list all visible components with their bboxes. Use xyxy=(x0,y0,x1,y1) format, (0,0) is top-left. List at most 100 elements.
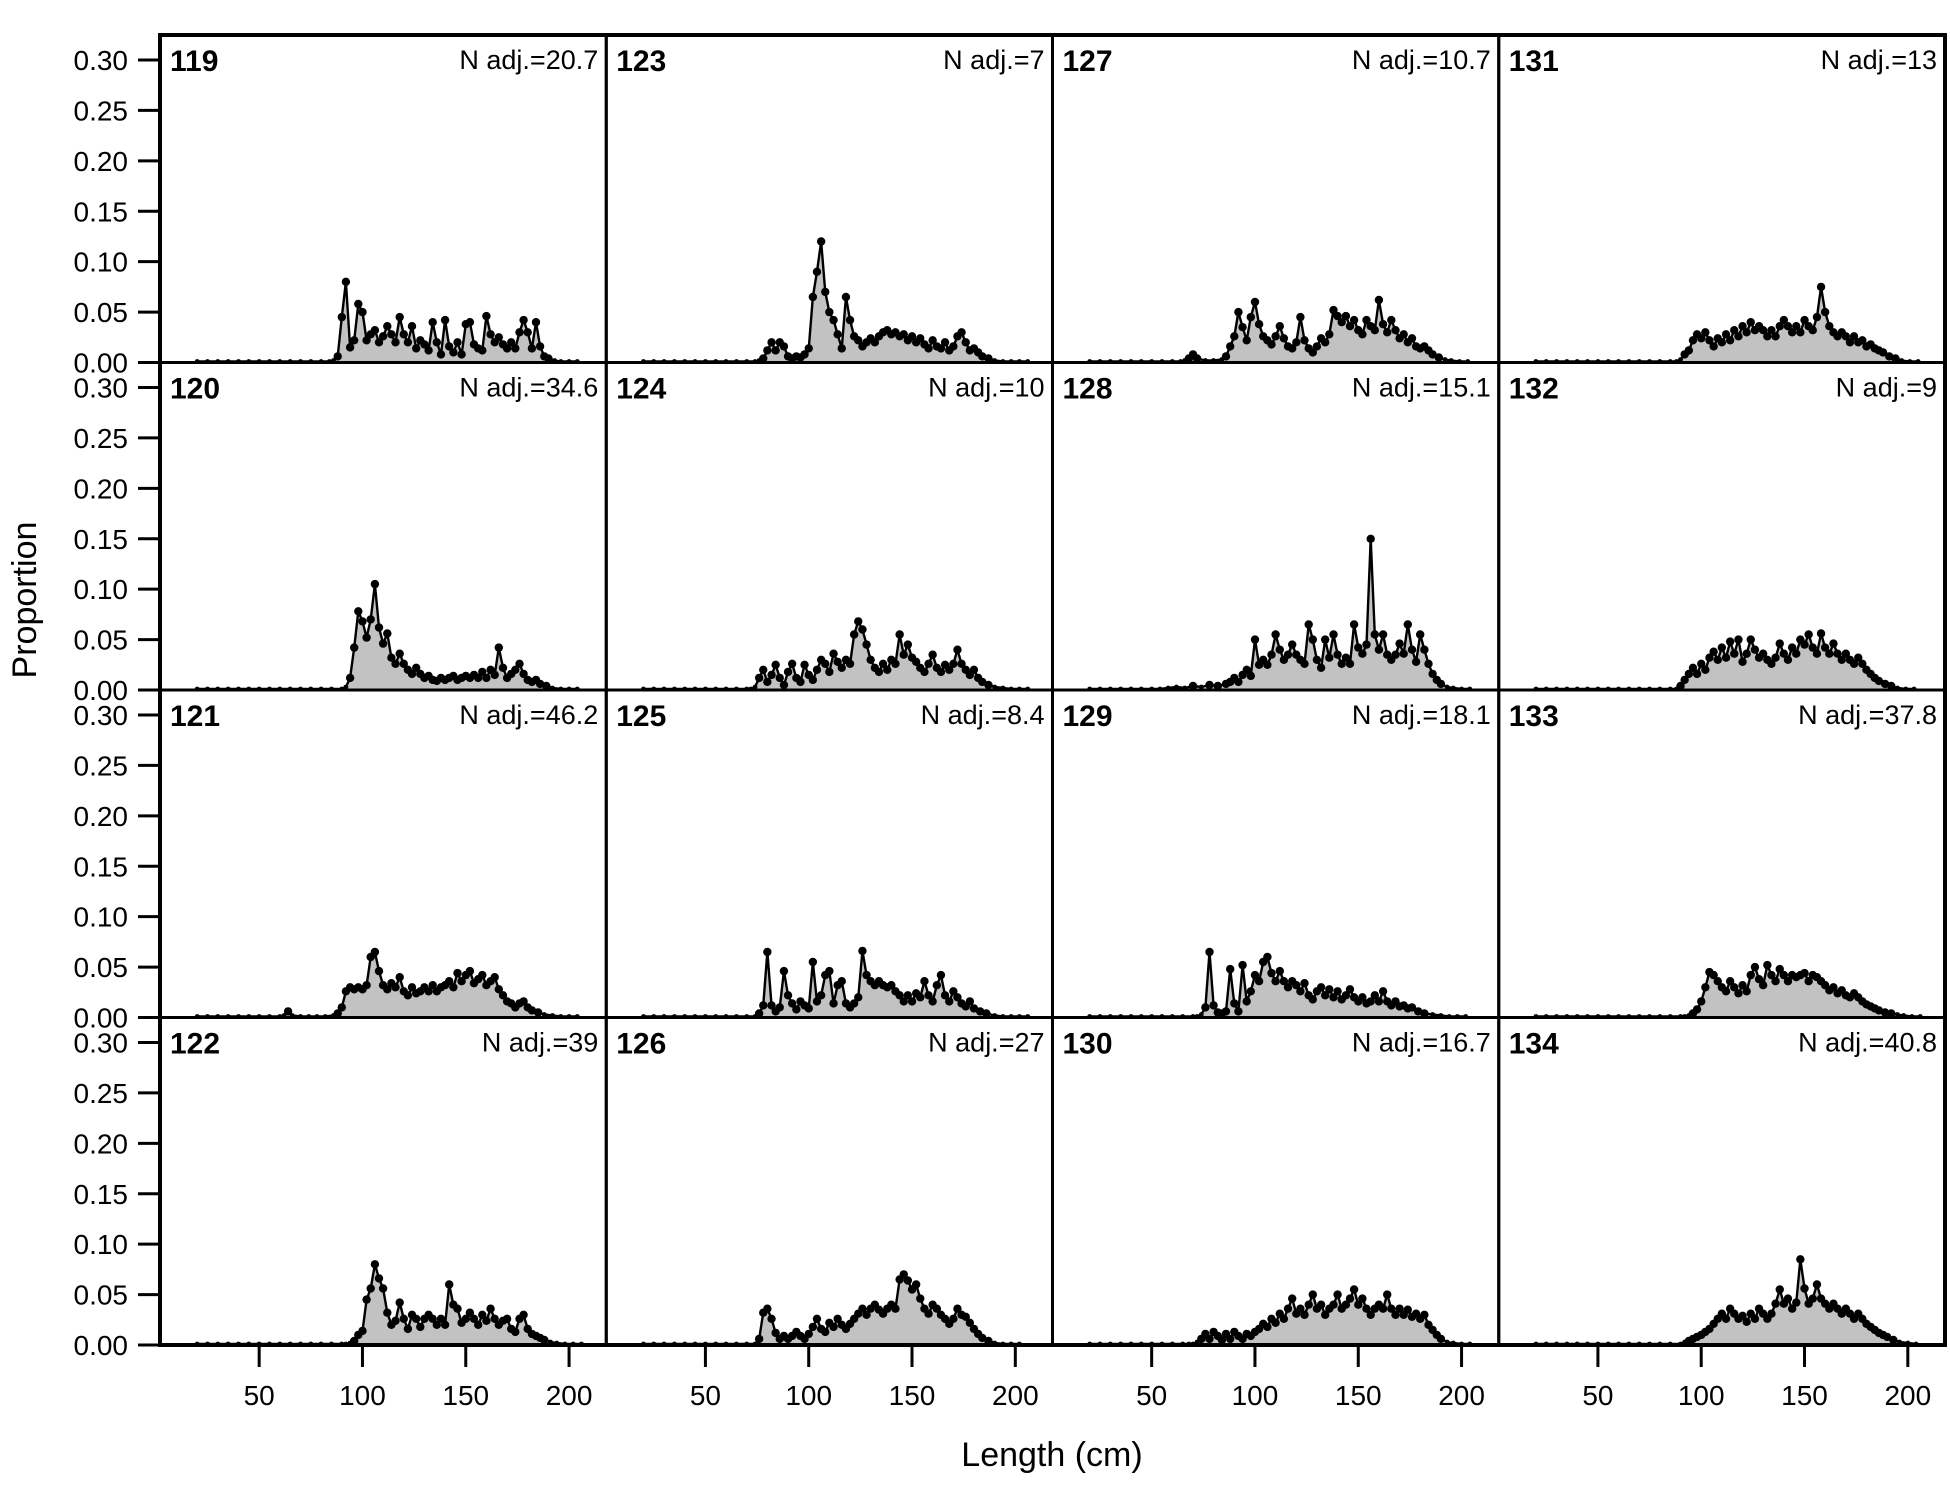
data-point xyxy=(1701,328,1710,337)
data-point xyxy=(1242,997,1251,1006)
data-point xyxy=(502,1314,512,1323)
data-point xyxy=(519,315,528,325)
data-point xyxy=(482,311,491,321)
data-point xyxy=(1192,354,1202,363)
data-point xyxy=(383,629,392,638)
data-point xyxy=(535,342,545,351)
data-point xyxy=(812,665,822,674)
data-point xyxy=(953,645,962,654)
data-point xyxy=(891,1304,900,1313)
data-point xyxy=(1341,311,1351,321)
data-point xyxy=(544,354,553,363)
data-point xyxy=(1792,322,1801,331)
data-point xyxy=(1345,1294,1355,1303)
data-point xyxy=(1705,336,1714,345)
data-point xyxy=(1816,282,1826,292)
data-point xyxy=(1333,987,1342,996)
data-point xyxy=(949,342,958,351)
data-point xyxy=(1407,334,1417,343)
data-point xyxy=(1758,649,1768,658)
data-point xyxy=(412,344,421,353)
data-point xyxy=(883,665,892,674)
data-point xyxy=(1349,1285,1359,1294)
data-point xyxy=(903,991,913,1000)
panel-id-label: 133 xyxy=(1509,700,1559,733)
data-point xyxy=(907,332,917,341)
data-point xyxy=(1816,629,1826,638)
data-point xyxy=(1234,307,1243,317)
data-point xyxy=(916,1294,925,1303)
data-point xyxy=(1407,645,1417,654)
data-point xyxy=(449,348,458,357)
data-point xyxy=(1238,960,1247,970)
x-tick-label: 50 xyxy=(1582,1380,1613,1411)
n-adj-label: N adj.=15.1 xyxy=(1352,373,1491,403)
data-point xyxy=(391,338,400,347)
data-point xyxy=(1895,1012,1900,1017)
y-tick-label: 0.10 xyxy=(74,247,129,278)
data-point xyxy=(453,968,462,978)
data-point xyxy=(1267,340,1276,349)
data-point xyxy=(1308,995,1317,1004)
data-point xyxy=(945,665,954,674)
data-point xyxy=(829,999,838,1008)
data-point xyxy=(333,1009,342,1018)
data-point xyxy=(771,660,780,669)
data-point xyxy=(486,330,495,339)
x-tick-label: 200 xyxy=(546,1380,593,1411)
data-point xyxy=(1767,659,1776,668)
data-point xyxy=(333,352,342,361)
x-tick-label: 150 xyxy=(889,1380,936,1411)
data-point xyxy=(821,287,830,297)
data-point xyxy=(1341,991,1351,1000)
data-point xyxy=(445,342,454,351)
data-point xyxy=(1692,669,1702,679)
data-point xyxy=(945,997,954,1006)
data-point xyxy=(1387,315,1396,325)
data-point xyxy=(399,659,408,668)
data-point xyxy=(345,673,355,683)
data-point xyxy=(1349,620,1359,629)
data-point xyxy=(1300,659,1309,668)
data-point xyxy=(1246,312,1255,322)
data-point xyxy=(1333,650,1342,659)
data-point xyxy=(1288,344,1297,353)
y-axis-title: Proportion xyxy=(6,521,44,679)
panel-id-label: 124 xyxy=(616,373,666,406)
data-point xyxy=(1800,968,1809,978)
data-point xyxy=(1858,659,1867,668)
panel-border xyxy=(1497,688,1947,1019)
data-point xyxy=(1825,322,1834,331)
data-point xyxy=(837,977,846,986)
data-point xyxy=(1889,1335,1898,1345)
data-point xyxy=(403,991,413,1000)
data-point xyxy=(366,615,375,624)
data-point xyxy=(1742,987,1751,996)
data-point xyxy=(862,1310,871,1319)
data-point xyxy=(953,993,962,1002)
data-point xyxy=(1800,1284,1809,1293)
data-point xyxy=(1292,338,1301,347)
data-point xyxy=(1275,645,1284,654)
data-point xyxy=(1725,336,1735,345)
panel-120: 120 N adj.=34.6 xyxy=(158,361,608,692)
data-point xyxy=(911,657,921,666)
n-adj-label: N adj.=13 xyxy=(1821,45,1937,75)
data-point xyxy=(1442,357,1448,362)
data-point xyxy=(792,1005,801,1014)
data-point xyxy=(754,1334,764,1344)
data-point xyxy=(845,315,855,325)
data-point xyxy=(1730,326,1739,335)
data-point xyxy=(849,999,859,1008)
data-point xyxy=(478,1310,487,1319)
data-point xyxy=(391,1316,400,1325)
data-point xyxy=(895,630,904,639)
data-point xyxy=(1366,534,1375,543)
data-point xyxy=(862,640,871,649)
data-point xyxy=(515,328,524,337)
data-point xyxy=(1337,318,1346,327)
data-point xyxy=(1391,326,1400,335)
data-point xyxy=(1358,330,1367,339)
data-point xyxy=(965,997,975,1006)
data-point xyxy=(920,667,929,677)
